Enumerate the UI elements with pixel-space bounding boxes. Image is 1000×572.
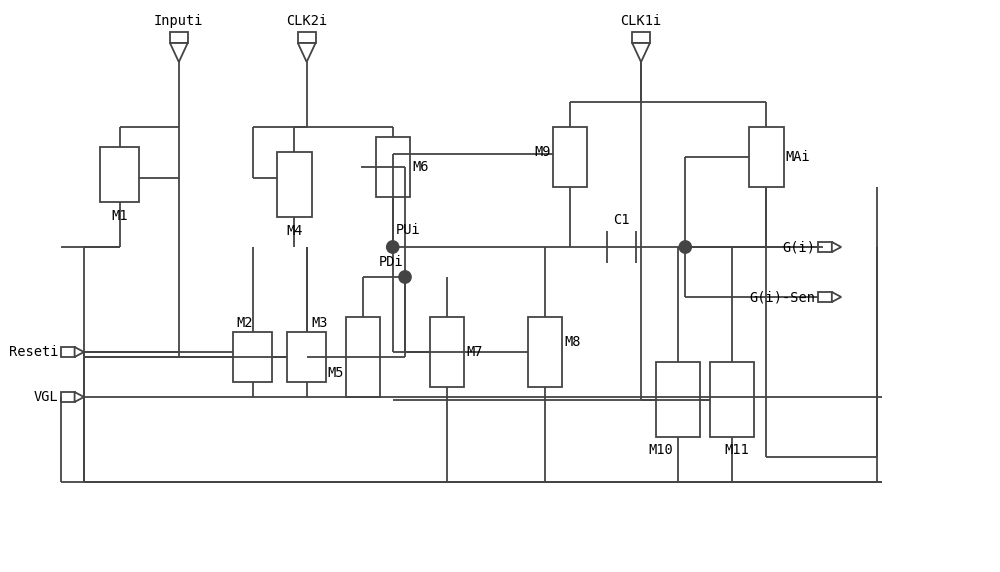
- Text: M3: M3: [312, 316, 328, 330]
- Text: M6: M6: [412, 160, 428, 174]
- Bar: [170, 32, 188, 43]
- Bar: [430, 317, 464, 387]
- Bar: [346, 317, 380, 397]
- Text: PDi: PDi: [378, 255, 403, 269]
- Polygon shape: [75, 392, 84, 402]
- Text: Inputi: Inputi: [154, 14, 204, 28]
- Bar: [710, 362, 754, 437]
- Text: M4: M4: [286, 224, 303, 238]
- Text: M8: M8: [564, 335, 581, 348]
- Bar: [233, 332, 272, 382]
- Text: M10: M10: [648, 443, 673, 457]
- Text: M1: M1: [112, 209, 128, 223]
- Bar: [553, 127, 587, 187]
- Bar: [376, 137, 410, 197]
- Bar: [287, 332, 326, 382]
- Text: Reseti: Reseti: [9, 345, 58, 359]
- Polygon shape: [170, 43, 188, 62]
- Bar: [749, 127, 784, 187]
- Circle shape: [387, 241, 399, 253]
- Polygon shape: [298, 43, 316, 62]
- Text: G(i)-Sen: G(i)-Sen: [750, 290, 816, 304]
- Text: C1: C1: [613, 213, 630, 227]
- Polygon shape: [832, 292, 841, 302]
- Bar: [61, 392, 75, 402]
- Text: M11: M11: [725, 443, 749, 457]
- Text: G(i): G(i): [783, 240, 816, 254]
- Bar: [818, 292, 832, 302]
- Bar: [632, 32, 650, 43]
- Text: CLK2i: CLK2i: [286, 14, 327, 28]
- Bar: [100, 147, 139, 202]
- Polygon shape: [832, 242, 841, 252]
- Text: PUi: PUi: [396, 223, 420, 237]
- Text: M5: M5: [328, 366, 344, 380]
- Text: VGL: VGL: [34, 390, 58, 404]
- Text: CLK1i: CLK1i: [620, 14, 662, 28]
- Text: M9: M9: [534, 145, 551, 159]
- Bar: [528, 317, 562, 387]
- Text: M2: M2: [236, 316, 253, 330]
- Polygon shape: [632, 43, 650, 62]
- Text: M7: M7: [466, 345, 482, 359]
- Bar: [277, 152, 312, 217]
- Text: MAi: MAi: [786, 150, 810, 164]
- Polygon shape: [75, 347, 84, 357]
- Bar: [298, 32, 316, 43]
- Circle shape: [679, 241, 691, 253]
- Bar: [818, 242, 832, 252]
- Circle shape: [399, 271, 411, 283]
- Bar: [61, 347, 75, 357]
- Bar: [656, 362, 700, 437]
